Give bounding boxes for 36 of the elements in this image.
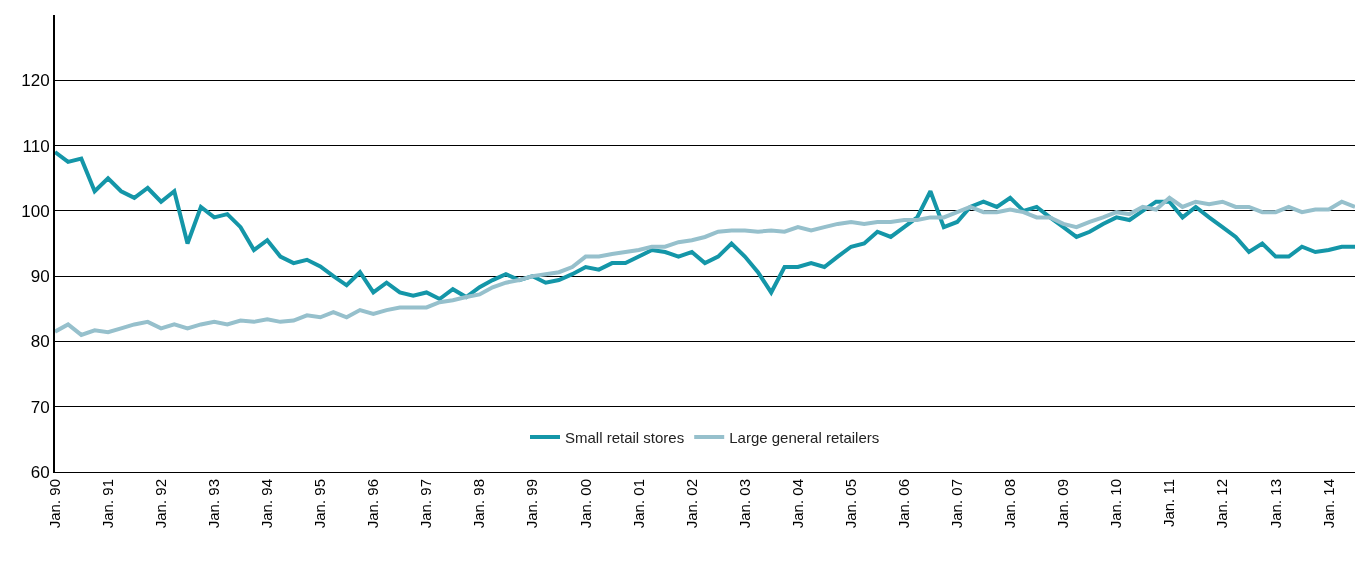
x-tick-label: Jan. 11: [1160, 479, 1178, 528]
x-tick-label: Jan. 96: [364, 479, 382, 529]
y-tick-label: 100: [21, 201, 50, 221]
x-tick-label: Jan. 97: [417, 479, 435, 529]
x-tick-label: Jan. 14: [1319, 479, 1337, 529]
line-series: [55, 150, 1355, 301]
x-tick-label: Jan. 13: [1266, 479, 1284, 529]
x-tick-label: Jan. 10: [1107, 479, 1125, 529]
x-tick-label: Jan. 05: [841, 479, 859, 529]
x-tick-label: Jan. 04: [788, 479, 806, 529]
x-tick-label: Jan. 08: [1001, 479, 1019, 529]
x-tick-label: Jan. 03: [735, 479, 753, 529]
legend-label: Small retail stores: [565, 428, 685, 446]
x-tick-label: Jan. 01: [629, 479, 647, 529]
x-tick-label: Jan. 06: [895, 479, 913, 529]
x-tick-label: Jan. 00: [576, 479, 594, 529]
y-tick-label: 90: [30, 267, 50, 287]
y-tick-label: 60: [30, 462, 50, 482]
y-tick-label: 70: [30, 397, 50, 417]
x-tick-label: Jan. 91: [98, 479, 116, 529]
x-tick-label: Jan. 94: [258, 479, 276, 529]
x-tick-label: Jan. 98: [470, 479, 488, 529]
x-tick-label: Jan. 99: [523, 479, 541, 529]
x-tick-label: Jan. 12: [1213, 479, 1231, 529]
x-tick-label: Jan. 09: [1054, 479, 1072, 529]
x-tick-label: Jan. 92: [151, 479, 169, 529]
y-tick-label: 110: [22, 136, 50, 156]
x-tick-label: Jan. 90: [45, 479, 63, 529]
legend-label: Large general retailers: [729, 428, 880, 446]
x-tick-label: Jan. 93: [205, 479, 223, 529]
y-tick-label: 80: [30, 332, 50, 352]
line-series: [55, 195, 1355, 337]
x-tick-label: Jan. 02: [682, 479, 700, 529]
x-tick-label: Jan. 07: [948, 479, 966, 529]
x-tick-label: Jan. 95: [311, 479, 329, 529]
y-tick-label: 120: [21, 71, 50, 91]
